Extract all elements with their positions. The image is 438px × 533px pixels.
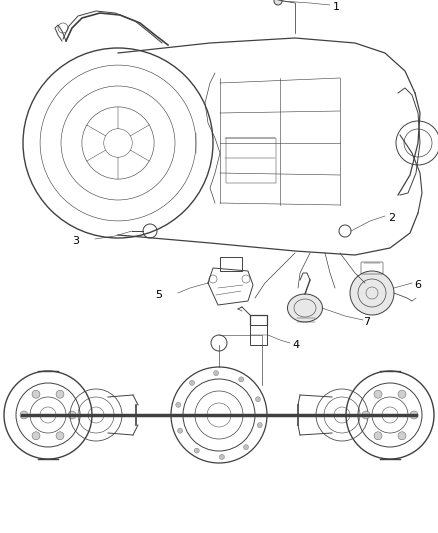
Circle shape [410, 411, 418, 419]
Circle shape [257, 423, 262, 427]
Text: 2: 2 [388, 213, 395, 223]
Circle shape [239, 377, 244, 382]
Text: 3: 3 [72, 236, 79, 246]
Circle shape [362, 411, 370, 419]
Circle shape [244, 445, 248, 450]
Circle shape [56, 390, 64, 398]
Circle shape [194, 448, 199, 453]
Circle shape [20, 411, 28, 419]
Circle shape [176, 402, 181, 407]
Ellipse shape [287, 294, 322, 322]
Circle shape [32, 432, 40, 440]
Text: 1: 1 [333, 2, 340, 12]
Circle shape [398, 390, 406, 398]
Text: 5: 5 [155, 290, 162, 300]
Circle shape [255, 397, 261, 402]
Circle shape [214, 370, 219, 376]
Circle shape [68, 411, 76, 419]
Circle shape [177, 428, 183, 433]
Circle shape [350, 271, 394, 315]
Text: 4: 4 [292, 340, 299, 350]
Circle shape [374, 432, 382, 440]
Circle shape [56, 432, 64, 440]
Circle shape [398, 432, 406, 440]
Circle shape [374, 390, 382, 398]
Circle shape [190, 381, 194, 385]
Text: 6: 6 [414, 280, 421, 290]
Text: 7: 7 [363, 317, 370, 327]
Circle shape [219, 455, 224, 459]
Circle shape [32, 390, 40, 398]
Circle shape [274, 0, 282, 5]
